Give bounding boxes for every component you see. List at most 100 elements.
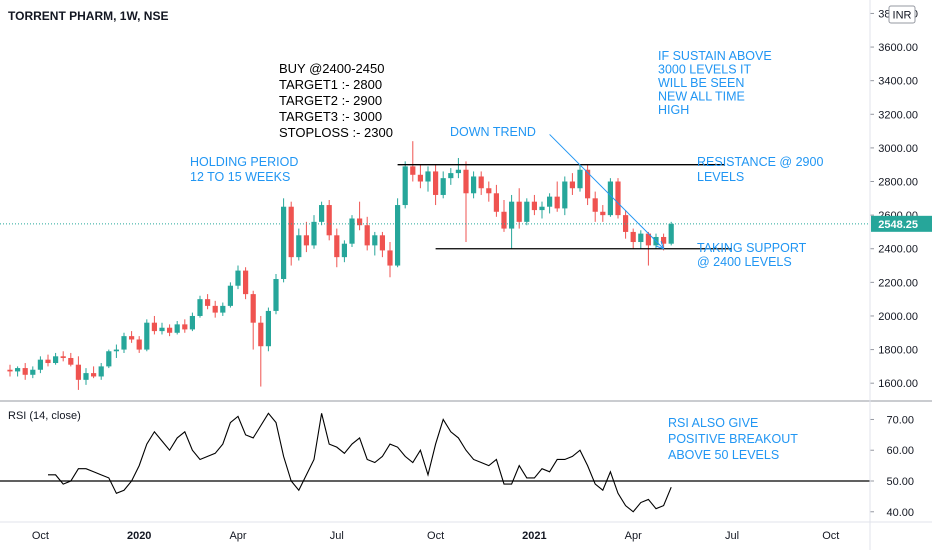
candle-body	[585, 169, 591, 199]
candle	[509, 194, 515, 249]
candle-body	[509, 201, 515, 229]
candle	[410, 141, 416, 182]
down-trend-arrow[interactable]	[549, 134, 664, 250]
candle	[448, 168, 454, 185]
candle	[235, 265, 241, 290]
candle-body	[387, 250, 393, 266]
candle	[592, 191, 598, 222]
price-tick-label: 3000.00	[878, 143, 918, 155]
price-tick-label: 2000.00	[878, 311, 918, 323]
candle	[638, 230, 644, 249]
time-tick-label: 2020	[127, 530, 151, 542]
price-tick-label: 3200.00	[878, 109, 918, 121]
candle-body	[258, 322, 264, 347]
time-axis[interactable]: Oct 2020 Apr Jul Oct 2021 Apr Jul Oct	[32, 530, 840, 542]
currency-button[interactable]: INR	[888, 5, 916, 24]
rsi-axis[interactable]: 40.00 50.00 60.00 70.00	[870, 414, 914, 519]
candle	[562, 176, 568, 216]
candle	[395, 198, 401, 268]
time-tick-label: Apr	[229, 530, 246, 542]
candle	[341, 240, 347, 263]
note-line: LEVELS	[697, 170, 744, 184]
candle	[167, 324, 173, 337]
candle	[547, 193, 553, 214]
candle	[326, 200, 332, 241]
candle	[53, 352, 59, 365]
candle-body	[600, 211, 606, 216]
candle	[387, 242, 393, 278]
time-tick-label: Oct	[427, 530, 444, 542]
rsi-line	[48, 412, 672, 513]
candle-body	[227, 285, 233, 306]
candle-body	[144, 322, 150, 350]
candle-body	[486, 188, 492, 194]
candle-body	[577, 169, 583, 189]
candle-body	[319, 205, 325, 222]
candle	[615, 178, 621, 219]
candle-body	[661, 236, 667, 244]
candle	[516, 188, 522, 229]
candle	[144, 319, 150, 352]
price-axis[interactable]: 1600.001800.002000.002200.002400.002600.…	[870, 8, 932, 390]
note-line: 3000 LEVELS IT	[658, 63, 751, 77]
candle-body	[410, 166, 416, 175]
candle-body	[531, 201, 537, 211]
candle-body	[478, 176, 484, 189]
candle	[106, 349, 112, 369]
candle	[15, 366, 21, 377]
candle	[182, 319, 188, 333]
note-line: TARGET3 :- 3000	[279, 109, 382, 124]
note-line: IF SUSTAIN ABOVE	[658, 49, 772, 63]
candle-body	[311, 221, 317, 246]
candle-body	[554, 196, 560, 209]
candle-body	[22, 368, 28, 375]
time-tick-label: Oct	[822, 530, 839, 542]
price-pane	[0, 134, 870, 390]
candle	[531, 194, 537, 216]
candle-body	[212, 305, 218, 313]
candle	[524, 198, 530, 226]
candle-body	[235, 270, 241, 286]
candle	[607, 178, 613, 217]
price-tick-label: 1600.00	[878, 378, 918, 390]
currency-button-label[interactable]: INR	[893, 10, 912, 22]
rsi-title: RSI (14, close)	[8, 410, 81, 422]
candle	[319, 201, 325, 226]
candle	[668, 221, 674, 246]
time-tick-label: Apr	[625, 530, 642, 542]
candle-body	[106, 351, 112, 367]
currency-button-frame[interactable]	[888, 5, 916, 24]
candle	[433, 164, 439, 206]
candle-body	[60, 356, 66, 358]
candle-body	[372, 235, 378, 246]
price-tick-label: 3400.00	[878, 76, 918, 88]
candle	[243, 267, 249, 300]
candle	[212, 300, 218, 318]
candle-body	[440, 178, 446, 195]
candle-body	[463, 169, 469, 194]
candle	[478, 171, 484, 195]
candle-body	[296, 235, 302, 258]
candle	[577, 164, 583, 192]
rsi-tick-label: 70.00	[886, 414, 914, 426]
candle-body	[516, 201, 522, 222]
candle-body	[243, 270, 249, 295]
down-trend-arrow-head	[655, 241, 665, 250]
rsi-tick-label: 60.00	[886, 445, 914, 457]
candle-body	[547, 196, 553, 207]
candle	[30, 366, 36, 379]
candle-body	[501, 211, 507, 229]
candle-body	[288, 206, 294, 258]
time-tick-label: 2021	[522, 530, 546, 542]
candle-body	[45, 359, 51, 364]
candle	[471, 171, 477, 199]
candle	[83, 368, 89, 385]
candle	[311, 215, 317, 249]
note-line: RSI ALSO GIVE	[668, 416, 758, 430]
note-line: HOLDING PERIOD	[190, 155, 298, 169]
candle	[296, 228, 302, 261]
candle	[45, 354, 51, 367]
symbol-title: TORRENT PHARM, 1W, NSE	[8, 9, 168, 23]
candle-body	[174, 324, 180, 333]
